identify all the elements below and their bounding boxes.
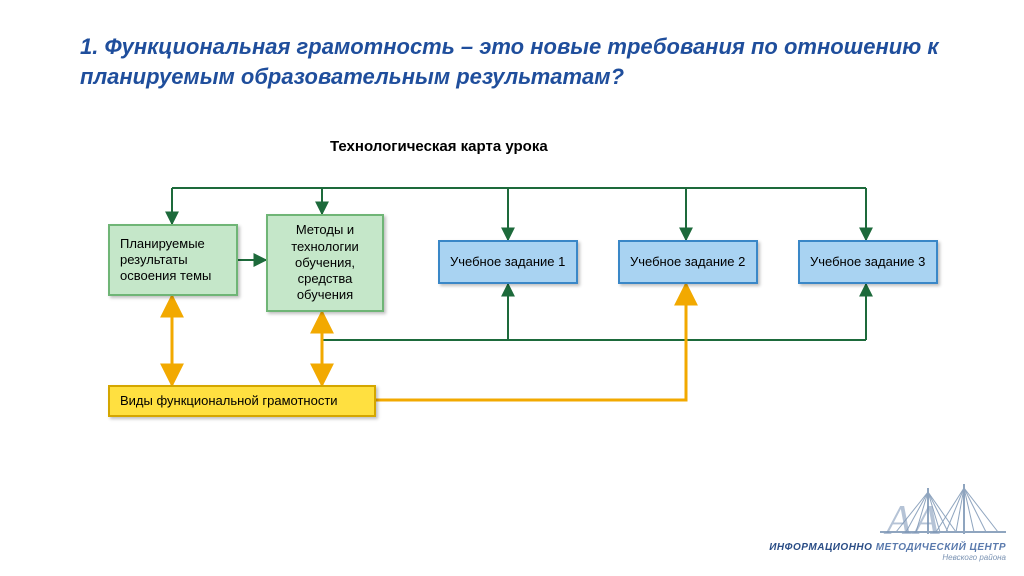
slide-title: 1. Функциональная грамотность – это новы… [80, 32, 944, 91]
logo-text-sub: Невского района [769, 553, 1006, 562]
node-n6: Виды функциональной грамотности [108, 385, 376, 417]
node-n2: Методы и технологии обучения, средства о… [266, 214, 384, 312]
slide-subtitle: Технологическая карта урока [330, 138, 548, 155]
node-n3: Учебное задание 1 [438, 240, 578, 284]
svg-text:A: A [883, 498, 912, 542]
logo-text-main: ИНФОРМАЦИОННО МЕТОДИЧЕСКИЙ ЦЕНТР [769, 542, 1006, 553]
node-n1: Планируемые результаты освоения темы [108, 224, 238, 296]
node-n4: Учебное задание 2 [618, 240, 758, 284]
node-n5: Учебное задание 3 [798, 240, 938, 284]
footer-logo: AA ИНФОРМАЦИОННО МЕТОДИЧЕСКИЙ ЦЕНТР Невс… [769, 484, 1006, 562]
svg-text:A: A [911, 498, 940, 542]
